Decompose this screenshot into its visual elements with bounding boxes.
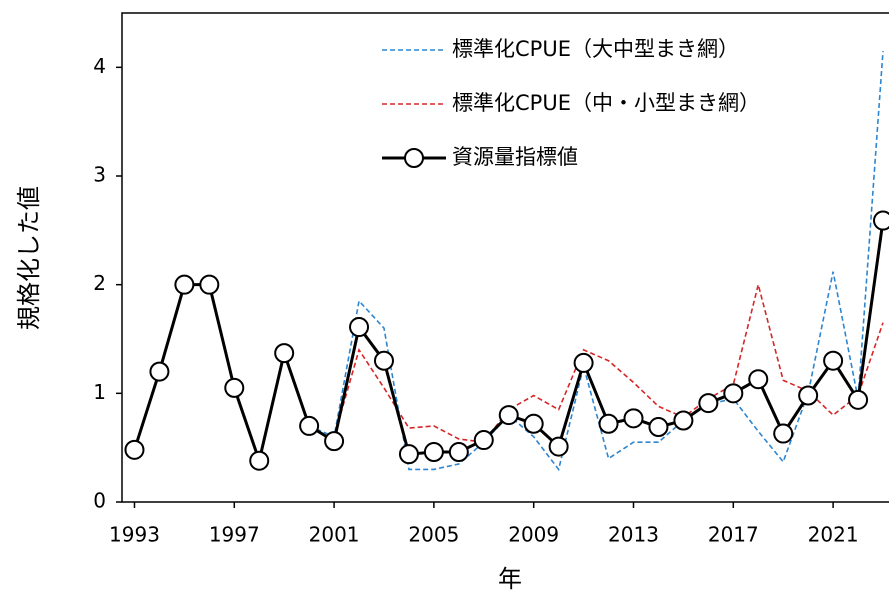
- y-tick-label: 1: [93, 380, 106, 404]
- data-point: [224, 377, 245, 398]
- legend-label: 資源量指標値: [452, 145, 578, 169]
- data-point: [648, 417, 669, 438]
- legend-label: 標準化CPUE（中・小型まき網）: [452, 91, 760, 115]
- x-tick-label: 1997: [209, 523, 260, 547]
- data-point: [523, 413, 544, 434]
- x-tick-label: 1993: [109, 523, 160, 547]
- plot-frame: [121, 12, 889, 503]
- y-tick-label: 0: [93, 489, 106, 513]
- data-point: [698, 393, 719, 414]
- data-point: [673, 410, 694, 431]
- data-point: [174, 274, 195, 295]
- y-tick-label: 4: [93, 54, 106, 78]
- plot-area: [124, 50, 889, 472]
- x-tick-label: 2017: [708, 523, 759, 547]
- series-line: [333, 284, 884, 444]
- y-axis-label: 規格化した値: [15, 186, 43, 330]
- data-point: [798, 385, 819, 406]
- x-tick-label: 2009: [508, 523, 559, 547]
- data-point: [598, 413, 619, 434]
- data-point: [773, 423, 794, 444]
- data-point: [299, 415, 320, 436]
- x-tick-label: 2013: [608, 523, 659, 547]
- y-tick-label: 2: [93, 271, 106, 295]
- data-point: [423, 442, 444, 463]
- x-tick-label: 2021: [808, 523, 859, 547]
- data-point: [848, 389, 869, 410]
- data-point: [124, 439, 145, 460]
- x-axis-label: 年: [498, 565, 522, 593]
- data-point: [623, 408, 644, 429]
- data-point: [723, 383, 744, 404]
- x-tick-label: 2001: [309, 523, 360, 547]
- x-tick-label: 2005: [408, 523, 459, 547]
- data-point: [274, 343, 295, 364]
- data-point: [199, 274, 220, 295]
- data-point: [349, 317, 370, 338]
- legend: 標準化CPUE（大中型まき網） 標準化CPUE（中・小型まき網） 資源量指標値: [382, 37, 760, 169]
- data-point: [448, 442, 469, 463]
- data-point: [473, 430, 494, 451]
- data-point: [823, 350, 844, 371]
- legend-label: 標準化CPUE（大中型まき網）: [452, 37, 739, 61]
- data-point: [149, 361, 170, 382]
- data-point: [873, 210, 889, 231]
- data-point: [324, 431, 345, 452]
- y-tick-label: 3: [93, 163, 106, 187]
- data-point: [398, 444, 419, 465]
- data-point: [573, 352, 594, 373]
- data-point: [249, 450, 270, 471]
- legend-marker: [404, 148, 424, 168]
- data-point: [373, 350, 394, 371]
- data-point: [498, 405, 519, 426]
- data-point: [748, 369, 769, 390]
- data-point: [548, 436, 569, 457]
